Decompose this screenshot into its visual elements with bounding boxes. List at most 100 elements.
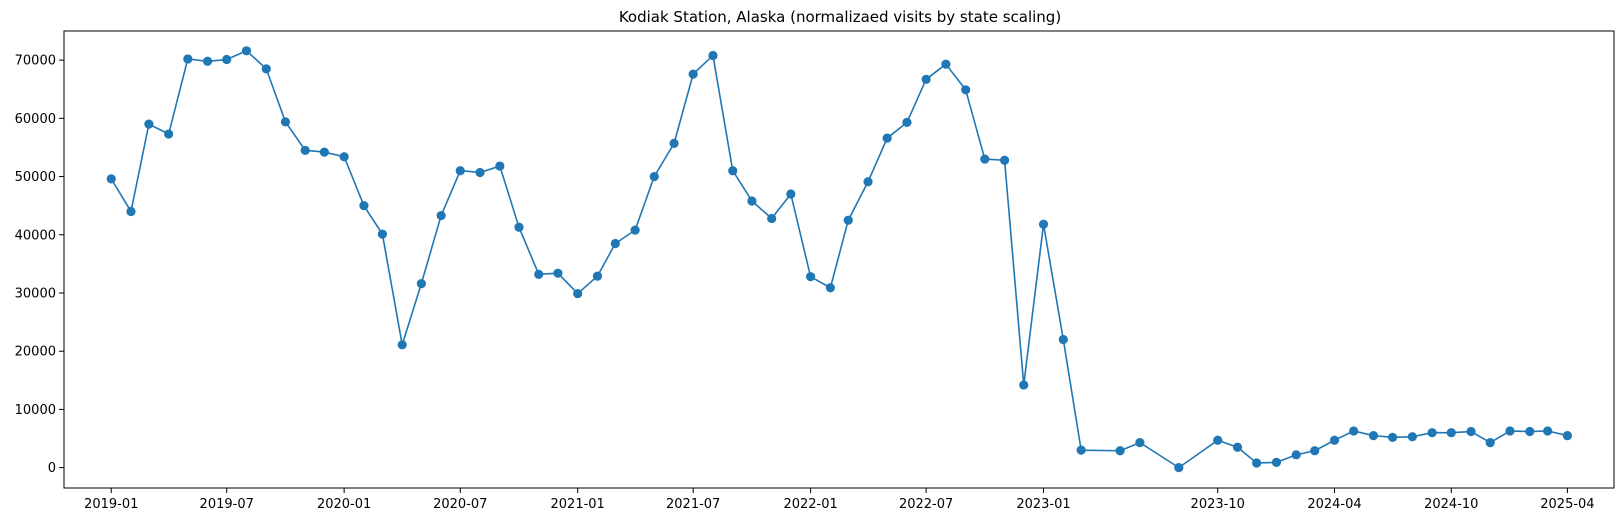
data-point xyxy=(1213,435,1223,445)
data-point xyxy=(1407,432,1417,442)
data-point xyxy=(1291,450,1301,460)
data-point xyxy=(1562,431,1573,441)
data-point xyxy=(280,117,291,127)
x-tick-label: 2020-07 xyxy=(433,497,487,512)
data-point xyxy=(1485,437,1495,448)
data-point xyxy=(882,133,892,143)
x-tick-label: 2019-01 xyxy=(84,497,138,512)
data-point xyxy=(921,74,931,84)
data-point xyxy=(1543,426,1553,436)
x-tick-label: 2024-04 xyxy=(1307,497,1361,512)
data-point xyxy=(241,46,252,56)
data-point xyxy=(534,269,544,279)
data-point xyxy=(941,59,951,69)
data-point xyxy=(222,54,232,65)
y-tick-label: 50000 xyxy=(15,170,56,185)
x-tick-label: 2019-07 xyxy=(200,497,254,512)
data-point xyxy=(806,272,816,282)
data-point xyxy=(630,225,640,235)
data-point xyxy=(999,155,1010,165)
x-axis: 2019-01 2019-07 2020-01 2020-07 2021-01 2021-… xyxy=(84,488,1595,512)
x-tick-label: 2022-07 xyxy=(899,497,953,512)
data-point xyxy=(1271,457,1282,467)
x-tick-label: 2021-01 xyxy=(551,497,605,512)
data-point xyxy=(1368,431,1379,441)
data-point xyxy=(1310,446,1320,456)
data-point xyxy=(825,283,835,293)
data-point xyxy=(1505,426,1515,436)
y-tick-label: 20000 xyxy=(15,345,56,360)
y-tick-label: 10000 xyxy=(15,403,56,418)
data-point xyxy=(202,56,213,66)
data-point xyxy=(1135,437,1145,448)
data-point xyxy=(843,215,853,225)
y-tick-label: 60000 xyxy=(15,112,56,127)
data-point xyxy=(144,119,154,129)
data-point xyxy=(553,268,563,278)
data-point xyxy=(436,210,446,221)
x-tick-label: 2023-01 xyxy=(1016,497,1070,512)
data-point xyxy=(319,147,329,157)
data-point xyxy=(126,206,136,217)
data-point xyxy=(610,238,620,249)
data-point xyxy=(1329,435,1340,445)
data-point xyxy=(649,171,659,182)
data-point xyxy=(1174,463,1184,473)
y-axis: 0 10000 20000 30000 40000 50000 60000 70000 xyxy=(15,54,64,476)
y-tick-label: 30000 xyxy=(15,286,56,301)
x-tick-label: 2020-01 xyxy=(317,497,371,512)
data-point xyxy=(183,54,193,64)
data-point xyxy=(708,50,718,61)
data-point xyxy=(416,279,426,289)
data-point xyxy=(747,196,757,206)
data-point xyxy=(1525,426,1535,437)
data-point xyxy=(261,64,271,74)
series-line xyxy=(110,49,1568,469)
data-point xyxy=(1252,458,1262,468)
y-tick-label: 0 xyxy=(48,461,56,476)
x-tick-label: 2022-01 xyxy=(783,497,837,512)
data-point xyxy=(495,161,505,171)
data-point xyxy=(863,177,873,187)
x-tick-label: 2023-10 xyxy=(1191,497,1245,512)
data-point xyxy=(106,174,116,184)
data-point xyxy=(688,69,698,79)
data-point xyxy=(397,340,407,350)
chart-title: Kodiak Station, Alaska (normalizaed visi… xyxy=(619,8,1061,26)
data-point xyxy=(339,152,349,162)
data-point xyxy=(359,201,369,211)
data-point xyxy=(300,145,310,155)
series-layer xyxy=(106,46,1573,473)
x-tick-label: 2021-07 xyxy=(666,497,720,512)
data-point xyxy=(1058,334,1068,345)
data-point xyxy=(961,85,971,95)
x-tick-label: 2025-04 xyxy=(1540,497,1594,512)
data-point xyxy=(455,166,465,176)
data-point xyxy=(573,288,583,299)
y-tick-label: 70000 xyxy=(15,54,56,69)
data-point xyxy=(475,167,485,178)
data-point xyxy=(1076,445,1086,455)
data-point xyxy=(980,154,990,164)
data-point xyxy=(1387,432,1398,442)
data-point xyxy=(1019,380,1029,390)
data-point xyxy=(902,117,912,127)
data-point xyxy=(164,129,174,139)
data-point xyxy=(728,166,738,176)
data-point xyxy=(514,222,524,232)
data-point xyxy=(786,189,796,199)
data-point xyxy=(1232,442,1243,452)
data-point xyxy=(1349,426,1359,436)
data-point xyxy=(669,138,679,148)
data-point xyxy=(1446,428,1456,438)
data-point xyxy=(377,229,388,239)
data-point xyxy=(767,213,777,224)
y-tick-label: 40000 xyxy=(15,228,56,243)
data-point xyxy=(1038,219,1049,229)
data-point xyxy=(1115,446,1125,456)
data-point xyxy=(592,271,603,281)
x-tick-label: 2024-10 xyxy=(1424,497,1478,512)
plot-frame xyxy=(63,30,1615,489)
